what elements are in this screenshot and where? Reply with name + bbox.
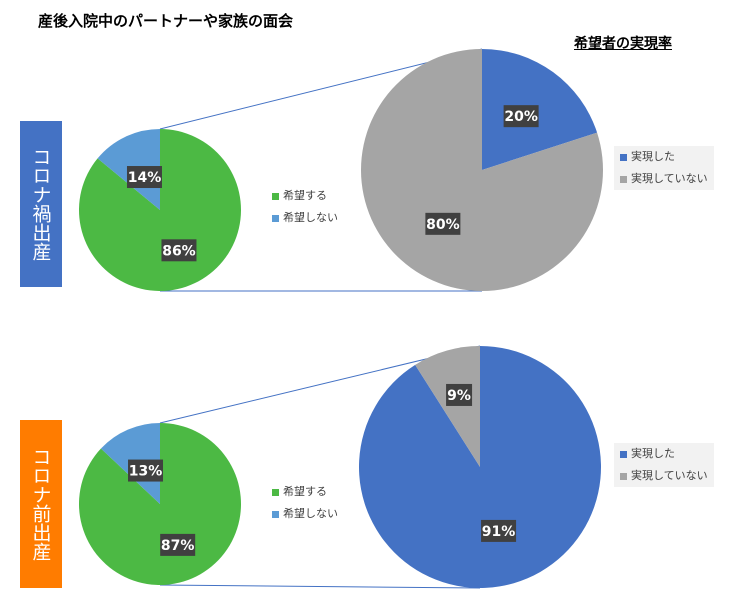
legend-swatch-no-wish — [272, 510, 279, 518]
chart-subtitle: 希望者の実現率 — [574, 36, 672, 52]
legend-swatch-not-realized — [620, 175, 627, 183]
pie-slice-realized — [482, 49, 598, 170]
legend-item-no-wish: 希望しない — [272, 207, 338, 229]
connector-line — [159, 584, 481, 589]
legend-item-wish: 希望する — [272, 185, 338, 207]
legend-item-realized: 実現した — [620, 146, 708, 168]
legend-realized-bottom: 実現した 実現していない — [614, 443, 714, 487]
legend-item-not-realized: 実現していない — [620, 168, 708, 190]
data-label-bg — [161, 239, 197, 262]
legend-swatch-realized — [620, 153, 627, 161]
legend-swatch-not-realized — [620, 472, 627, 480]
legend-label-realized: 実現した — [631, 447, 675, 460]
data-label-bg — [126, 166, 162, 189]
pie-chart: 87% 13% — [79, 423, 242, 585]
legend-item-realized: 実現した — [620, 443, 708, 465]
legend-swatch-no-wish — [272, 214, 279, 222]
data-label-bg — [503, 105, 539, 128]
data-label-wish: 86% — [162, 243, 196, 259]
data-label-bg — [425, 212, 461, 235]
pie-slice-not-realized — [361, 49, 603, 291]
data-label-bg — [128, 459, 164, 482]
data-label-not-realized: 80% — [426, 217, 460, 233]
legend-label-realized: 実現した — [631, 150, 675, 163]
data-label-realized: 20% — [504, 109, 538, 125]
group-label-covid: コロナ禍出産 — [20, 121, 62, 287]
legend-item-not-realized: 実現していない — [620, 465, 708, 487]
legend-wish-bottom: 希望する 希望しない — [272, 481, 338, 525]
data-label-no-wish: 14% — [128, 170, 162, 186]
legend-wish-top: 希望する 希望しない — [272, 185, 338, 229]
data-label-no-wish: 13% — [129, 464, 163, 480]
data-label-realized: 91% — [482, 524, 516, 540]
pie-slice-not-realized — [415, 346, 480, 467]
data-label-wish: 87% — [161, 538, 195, 554]
legend-swatch-wish — [272, 192, 279, 200]
legend-item-no-wish: 希望しない — [272, 503, 338, 525]
data-label-bg — [481, 519, 517, 542]
legend-swatch-wish — [272, 488, 279, 496]
pie-chart: 86% 14% — [78, 129, 242, 292]
legend-item-wish: 希望する — [272, 481, 338, 503]
pie-slice-wish — [78, 129, 242, 292]
legend-label-wish: 希望する — [283, 189, 327, 202]
pie-chart: 91% 9% — [359, 346, 601, 589]
group-label-pre-covid: コロナ前出産 — [20, 420, 62, 588]
legend-label-not-realized: 実現していない — [631, 172, 708, 185]
legend-label-wish: 希望する — [283, 485, 327, 498]
pie-slice-realized — [359, 346, 601, 589]
data-label-bg — [160, 533, 196, 556]
data-label-bg — [446, 383, 473, 406]
chart-title: 産後入院中のパートナーや家族の面会 — [38, 12, 294, 30]
legend-label-no-wish: 希望しない — [283, 211, 338, 224]
legend-label-not-realized: 実現していない — [631, 469, 708, 482]
legend-swatch-realized — [620, 450, 627, 458]
legend-label-no-wish: 希望しない — [283, 507, 338, 520]
data-label-not-realized: 9% — [447, 388, 471, 404]
legend-realized-top: 実現した 実現していない — [614, 146, 714, 190]
pie-chart: 20% 80% — [361, 49, 603, 291]
